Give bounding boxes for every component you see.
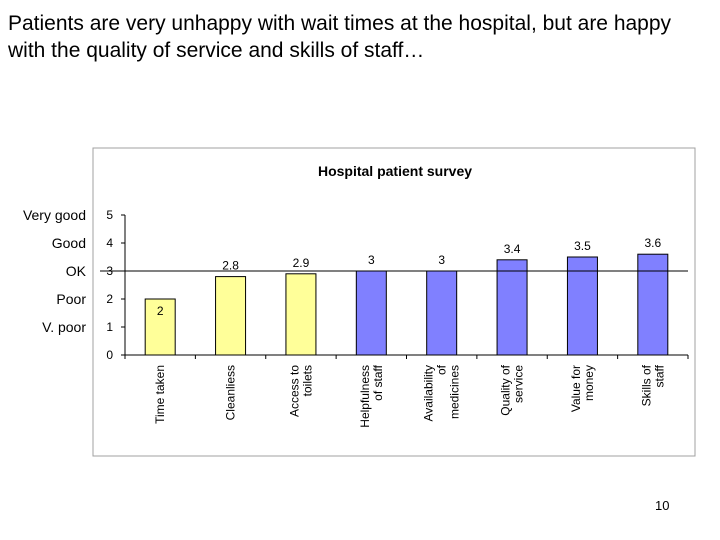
- rating-label: Poor: [56, 291, 86, 307]
- x-category-label: Access to toilets: [287, 365, 314, 417]
- page-number: 10: [655, 498, 670, 513]
- bar-value-label: 2.9: [293, 256, 310, 270]
- bar-value-label: 3.5: [574, 239, 591, 253]
- x-category-label-line: money: [582, 365, 596, 401]
- rating-label: Good: [51, 235, 86, 251]
- bar: [426, 270, 458, 356]
- x-category-label-line: Availability: [422, 365, 436, 421]
- x-category-label: Cleanliess: [224, 365, 238, 420]
- x-category-label-line: Cleanliess: [224, 365, 238, 420]
- x-category-label-line: Quality of: [499, 364, 513, 415]
- y-tick-label: 2: [106, 292, 113, 306]
- x-category-label-line: medicines: [448, 365, 462, 419]
- x-category-label: Skills of staff: [639, 364, 666, 406]
- bar-value-label: 3.4: [504, 242, 521, 256]
- x-category-label-line: of: [435, 364, 449, 375]
- bar: [496, 259, 528, 356]
- x-category-label-line: Helpfulness: [358, 365, 372, 428]
- bar-value-label: 3: [438, 253, 445, 267]
- x-category-label-line: Value for: [569, 365, 583, 412]
- y-tick-label: 4: [106, 236, 113, 250]
- rating-label: OK: [65, 263, 86, 279]
- x-category-label: Helpfulness of staff: [358, 364, 385, 427]
- bar: [285, 273, 317, 356]
- y-tick-label: 0: [106, 348, 113, 362]
- y-tick-label: 5: [106, 208, 113, 222]
- x-category-label-line: service: [512, 365, 526, 403]
- y-tick-label: 1: [106, 320, 113, 334]
- slide-headline: Patients are very unhappy with wait time…: [8, 12, 672, 62]
- bar: [215, 276, 247, 356]
- bar: [566, 256, 598, 356]
- rating-label: Very good: [22, 207, 86, 223]
- x-category-label-line: Access to: [287, 365, 301, 417]
- chart-area-frame: [92, 147, 696, 457]
- bar: [637, 253, 669, 356]
- bar: [355, 270, 387, 356]
- x-category-label-line: Skills of: [639, 364, 653, 406]
- bar-value-label: 2.8: [222, 259, 239, 273]
- x-category-label: Availability of medicines: [422, 364, 462, 421]
- chart-title: Hospital patient survey: [318, 163, 472, 179]
- x-category-label: Quality of service: [499, 364, 526, 415]
- x-category-label: Value for money: [569, 365, 596, 412]
- x-category-label-line: toilets: [300, 365, 314, 396]
- bar-value-label: 3.6: [644, 236, 661, 250]
- x-category-label-line: Time taken: [153, 365, 167, 424]
- bar-value-label: 3: [368, 253, 375, 267]
- x-category-label-line: of staff: [371, 364, 385, 400]
- bar-value-label: 2: [157, 304, 164, 318]
- x-category-label-line: staff: [652, 364, 666, 387]
- x-category-label: Time taken: [153, 365, 167, 424]
- bar: [144, 298, 176, 356]
- rating-label: V. poor: [42, 319, 86, 335]
